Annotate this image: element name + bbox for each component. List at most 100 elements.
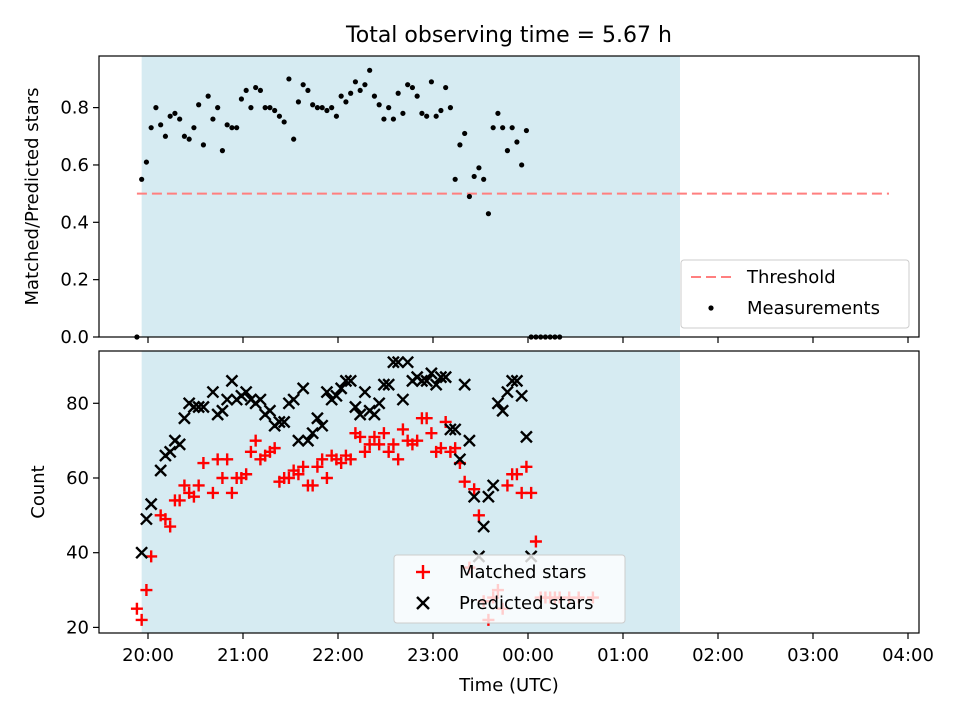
measurement-point: [471, 173, 477, 180]
matched-star-point: [382, 445, 395, 458]
predicted-star-point: [467, 490, 481, 504]
measurement-point: [400, 110, 406, 116]
top-panel: 0.00.20.40.60.8 Matched/Predicted stars …: [22, 55, 920, 348]
predicted-star-point: [239, 385, 253, 399]
x-tick-label: 04:00: [882, 645, 934, 666]
measurement-point: [376, 102, 382, 108]
y-tick-label: 0.4: [60, 212, 89, 233]
measurement-point: [424, 113, 430, 119]
matched-star-point: [240, 468, 253, 481]
legend-matched-label: Matched stars: [459, 562, 586, 583]
measurement-point: [500, 125, 506, 131]
predicted-star-point: [178, 411, 191, 425]
matched-star-point: [320, 471, 333, 484]
predicted-star-point: [192, 400, 206, 414]
matched-star-point: [472, 509, 485, 522]
predicted-star-point: [486, 479, 500, 492]
measurement-point: [186, 136, 192, 142]
measurement-point: [324, 107, 330, 114]
measurement-point: [357, 87, 363, 94]
matched-star-point: [520, 460, 533, 473]
predicted-star-point: [187, 400, 201, 414]
measurement-point: [352, 79, 359, 85]
bottom-panel: 20 40 60 80 20:00 21:00 22:00 23:00 00:00 01:00 0…: [28, 350, 934, 696]
predicted-star-point: [339, 374, 353, 388]
predicted-star-point: [415, 374, 429, 388]
predicted-star-point: [396, 393, 410, 406]
measurement-point: [457, 142, 463, 148]
measurement-point: [371, 93, 378, 99]
predicted-star-point: [434, 370, 448, 384]
matched-star-point: [268, 442, 281, 455]
matched-star-point: [335, 457, 348, 470]
measurement-point: [338, 93, 344, 99]
matched-star-point: [192, 479, 205, 492]
y-tick-label: 0.6: [60, 155, 89, 176]
measurement-point: [196, 102, 202, 108]
measurement-point: [466, 193, 473, 200]
measurement-point: [343, 99, 349, 105]
top-legend: Threshold Measurements: [680, 259, 910, 329]
predicted-star-point: [448, 423, 462, 436]
matched-star-point: [420, 412, 433, 425]
predicted-star-point: [334, 382, 348, 395]
x-tick-label: 23:00: [407, 645, 459, 666]
predicted-star-point: [505, 374, 519, 388]
measurement-point: [428, 79, 435, 85]
measurement-point: [409, 84, 416, 91]
bottom-x-axis: 20:00 21:00 22:00 23:00 00:00 01:00 02:00 03:00…: [122, 633, 934, 666]
top-shaded-region: [141, 56, 680, 337]
predicted-star-point: [377, 378, 391, 391]
measurement-point: [519, 162, 525, 168]
predicted-star-point: [344, 374, 358, 388]
measurement-point: [447, 105, 454, 111]
measurement-point: [329, 105, 335, 111]
matched-star-point: [396, 423, 409, 436]
measurement-point: [210, 116, 216, 122]
predicted-star-point: [510, 374, 524, 388]
measurement-point: [253, 84, 259, 91]
matched-star-point: [425, 427, 438, 440]
matched-star-point: [387, 438, 400, 451]
matched-star-point: [458, 475, 471, 488]
predicted-star-point: [425, 367, 438, 380]
measurement-point: [362, 82, 368, 88]
predicted-star-point: [520, 430, 533, 444]
measurement-point: [295, 99, 302, 105]
x-tick-label: 22:00: [312, 645, 364, 666]
bottom-legend-box: [393, 554, 626, 624]
predicted-star-point: [206, 385, 220, 399]
x-tick-label: 00:00: [502, 645, 554, 666]
x-tick-label: 20:00: [122, 645, 174, 666]
measurement-point: [167, 113, 173, 119]
predicted-star-point: [401, 355, 415, 369]
measurement-point: [181, 133, 188, 139]
measurement-point: [462, 130, 468, 137]
legend-predicted-label: Predicted stars: [459, 593, 593, 614]
predicted-star-point: [458, 378, 472, 391]
predicted-star-point: [330, 389, 343, 403]
matched-star-point: [187, 490, 200, 503]
predicted-star-point: [477, 520, 491, 533]
matched-star-point: [225, 486, 238, 499]
legend-measurements-swatch: [708, 305, 714, 311]
measurement-point: [148, 125, 154, 131]
matched-star-point: [216, 471, 229, 484]
measurement-point: [272, 107, 278, 114]
predicted-star-point: [382, 378, 396, 391]
predicted-star-point: [225, 374, 239, 388]
predicted-star-point: [140, 512, 153, 526]
measurement-point: [452, 176, 458, 182]
matched-star-point: [358, 445, 371, 458]
legend-measurements-label: Measurements: [747, 298, 880, 319]
matched-star-point: [173, 494, 186, 507]
measurement-point: [419, 110, 425, 116]
matched-star-point: [306, 479, 319, 492]
predicted-star-point: [372, 396, 386, 410]
predicted-star-point: [358, 385, 372, 399]
predicted-star-point: [496, 404, 510, 418]
measurement-point: [319, 105, 325, 111]
predicted-star-point: [144, 497, 158, 511]
measurement-point: [162, 133, 169, 139]
y-tick-label: 0.0: [60, 327, 89, 348]
